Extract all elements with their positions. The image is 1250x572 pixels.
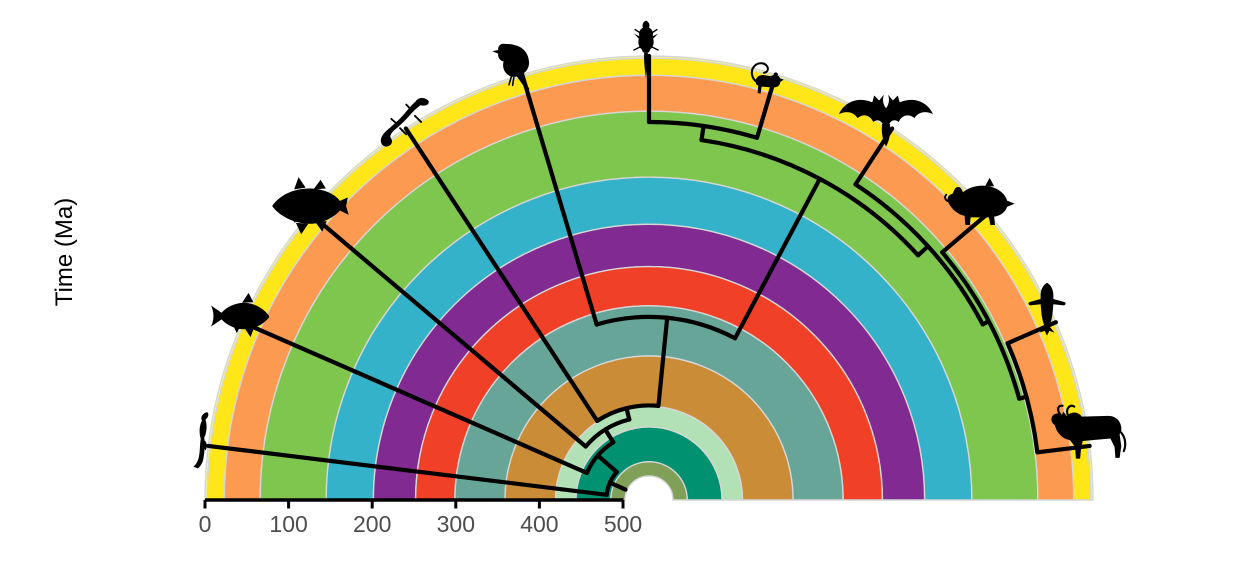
x-axis-tick-label: 100 [269,511,307,537]
branch-sarcopterygii [603,427,616,445]
branch-cetruminantia [1017,394,1029,401]
monkey-icon [750,62,784,94]
fish-icon [210,292,270,338]
x-axis-tick-label: 400 [520,511,558,537]
branch-bird [520,72,599,327]
boar-icon [944,177,1015,225]
branch-salamander [403,126,600,423]
taxon-silhouettes [193,20,1127,469]
x-axis-tick-label: 500 [604,511,642,537]
branch-artiodactyla [980,319,991,327]
branch-lamprey [206,443,609,497]
branch-tetrapoda [624,406,632,422]
bat-icon [838,94,934,147]
salamander-icon [380,97,429,147]
y-axis-title: Time (Ma) [51,198,78,306]
branch-coelacanth [307,211,588,449]
branch-euarchontoglires [699,123,706,143]
time-axis: 0 100 200 300 400 500 [199,498,642,537]
branch-amniota [656,315,670,408]
coelacanth-icon [272,177,349,235]
branch-laurasiatheria [916,244,931,258]
branch-ray-finned-fish [240,320,589,475]
rat-icon [633,20,659,79]
branch-boar [940,211,991,255]
lamprey-icon [193,412,209,469]
branch-placentalia [732,176,822,341]
bird-icon [492,43,530,91]
branch-root [607,480,628,492]
cow-icon [1051,404,1127,459]
branch-gnathostomata [595,453,619,475]
x-axis-tick-label: 200 [353,511,391,537]
whale-icon [1028,282,1066,336]
x-axis-tick-label: 0 [199,511,212,537]
ring-cambrian [610,461,688,501]
x-axis-tick-label: 300 [437,511,475,537]
